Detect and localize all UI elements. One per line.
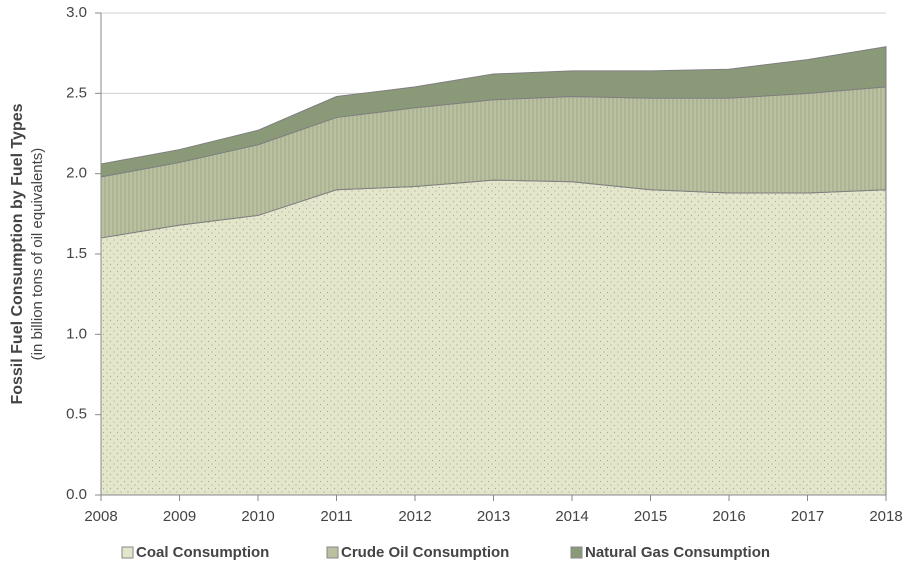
legend-label: Coal Consumption [136, 544, 269, 561]
y-tick-label: 3.0 [66, 4, 87, 21]
x-tick-label: 2018 [869, 508, 902, 525]
y-axis-subtitle: (in billion tons of oil equivalents) [29, 148, 46, 361]
x-tick-label: 2015 [634, 508, 667, 525]
legend-swatch [326, 546, 339, 559]
x-tick-label: 2010 [241, 508, 274, 525]
y-tick-label: 0.0 [66, 486, 87, 503]
area [100, 179, 887, 496]
x-tick-label: 2016 [712, 508, 745, 525]
x-tick-label: 2012 [398, 508, 431, 525]
x-tick-label: 2009 [163, 508, 196, 525]
legend-label: Natural Gas Consumption [585, 544, 770, 561]
x-tick-label: 2017 [791, 508, 824, 525]
y-tick-label: 1.0 [66, 325, 87, 342]
x-tick-label: 2014 [555, 508, 588, 525]
x-tick-label: 2008 [84, 508, 117, 525]
y-tick-label: 0.5 [66, 406, 87, 423]
legend-label: Crude Oil Consumption [341, 544, 509, 561]
y-tick-label: 1.5 [66, 245, 87, 262]
x-tick-label: 2011 [320, 508, 352, 525]
legend-swatch [570, 546, 583, 559]
legend-swatch [121, 546, 134, 559]
x-tick-label: 2013 [477, 508, 510, 525]
y-tick-label: 2.0 [66, 165, 87, 182]
y-axis-title: Fossil Fuel Consumption by Fuel Types [9, 103, 26, 404]
y-tick-label: 2.5 [66, 84, 87, 101]
area [100, 46, 887, 178]
